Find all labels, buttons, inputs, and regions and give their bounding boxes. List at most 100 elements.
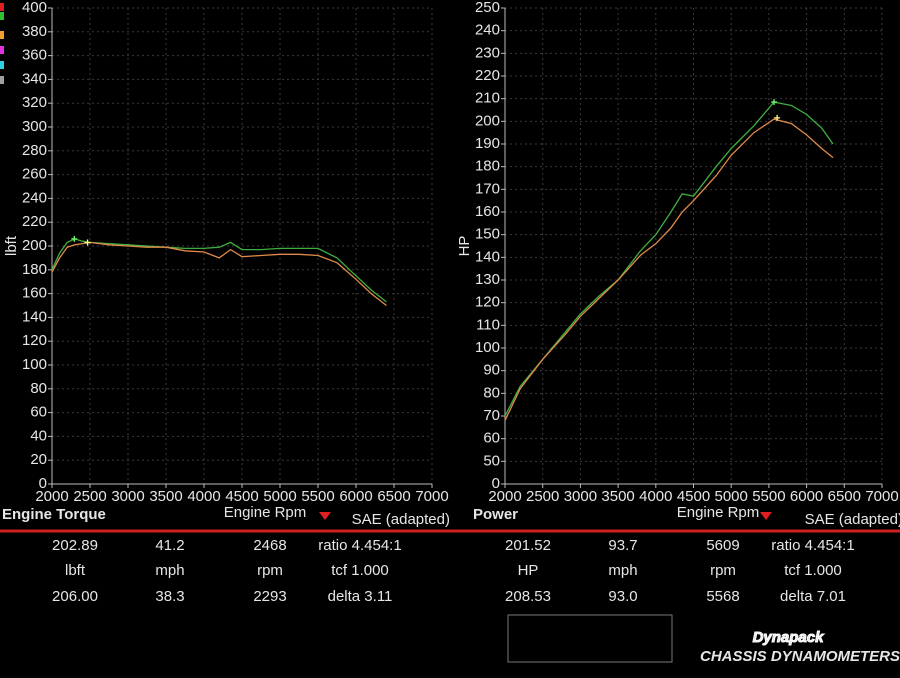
x-tick-label: 2000: [488, 488, 521, 505]
x-tick-label: 3500: [601, 488, 634, 505]
y-tick-label: 50: [483, 452, 500, 469]
y-tick-label: 110: [476, 316, 500, 333]
readout: delta 3.11: [328, 588, 393, 605]
correction-note: SAE (adapted): [805, 511, 900, 528]
peak-marker: [771, 98, 778, 105]
y-tick-label: 0: [39, 475, 47, 492]
readout: 5568: [706, 588, 739, 605]
x-tick-label: 5000: [263, 488, 296, 505]
y-tick-label: 140: [475, 248, 500, 265]
readout: 41.2: [155, 537, 184, 554]
readout: 201.52: [505, 537, 551, 554]
peak-marker: [84, 239, 91, 246]
y-tick-label: 170: [475, 180, 500, 197]
y-tick-label: 70: [483, 407, 500, 424]
run-swatches: [0, 3, 4, 84]
y-tick-label: 240: [22, 189, 47, 206]
readout: mph: [155, 562, 184, 579]
y-axis-label: HP: [456, 236, 473, 257]
content: 0 20 40 60 80 100 120 140 160 180 200 220 240 260 280 3…: [2, 0, 900, 665]
readout: mph: [608, 562, 637, 579]
readout: HP: [518, 562, 539, 579]
y-tick-label: 90: [483, 362, 500, 379]
y-tick-label: 240: [475, 22, 500, 39]
x-tick-label: 5500: [752, 488, 785, 505]
y-tick-label: 120: [475, 294, 500, 311]
x-tick-label: 2500: [73, 488, 106, 505]
x-tick-label: 4000: [187, 488, 220, 505]
chart-title: Power: [473, 506, 518, 523]
y-tick-label: 360: [22, 47, 47, 64]
x-tick-label: 3000: [111, 488, 144, 505]
y-tick-label: 230: [475, 44, 500, 61]
dropdown-arrow[interactable]: [760, 512, 772, 520]
y-tick-label: 320: [22, 94, 47, 111]
x-tick-label: 3000: [564, 488, 597, 505]
readout: ratio 4.454:1: [771, 537, 854, 554]
x-tick-label: 2000: [35, 488, 68, 505]
y-tick-label: 100: [475, 339, 500, 356]
y-tick-label: 200: [22, 237, 47, 254]
x-tick-label: 6500: [828, 488, 861, 505]
readout: tcf 1.000: [331, 562, 389, 579]
readout: 93.7: [608, 537, 637, 554]
readout: rpm: [710, 562, 736, 579]
x-tick-label: 6000: [790, 488, 823, 505]
y-tick-label: 400: [22, 0, 47, 16]
readout: 202.89: [52, 537, 98, 554]
peak-marker: [774, 114, 781, 121]
y-tick-label: 220: [475, 67, 500, 84]
x-tick-label: 4500: [225, 488, 258, 505]
y-tick-label: 60: [483, 430, 500, 447]
y-tick-label: 100: [22, 356, 47, 373]
y-tick-label: 210: [475, 90, 500, 107]
series-line: [504, 118, 834, 421]
y-tick-label: 130: [475, 271, 500, 288]
x-axis-label: Engine Rpm: [677, 504, 760, 521]
y-tick-label: 0: [492, 475, 500, 492]
readout: 38.3: [155, 588, 184, 605]
y-tick-label: 190: [475, 135, 500, 152]
peak-marker: [71, 235, 78, 242]
readout: 5609: [706, 537, 739, 554]
y-tick-label: 20: [30, 451, 47, 468]
readout: tcf 1.000: [784, 562, 842, 579]
readout: 2468: [253, 537, 286, 554]
x-tick-label: 7000: [865, 488, 898, 505]
y-tick-label: 260: [22, 166, 47, 183]
readout: rpm: [257, 562, 283, 579]
y-tick-label: 250: [475, 0, 500, 16]
y-tick-label: 80: [483, 384, 500, 401]
readout: 208.53: [505, 588, 551, 605]
readout: 2293: [253, 588, 286, 605]
x-tick-label: 6500: [377, 488, 410, 505]
y-axis-label: lbft: [3, 235, 20, 256]
x-tick-label: 2500: [526, 488, 559, 505]
readout: 93.0: [608, 588, 637, 605]
y-tick-label: 40: [30, 427, 47, 444]
y-tick-label: 140: [22, 308, 47, 325]
readout: lbft: [65, 562, 86, 579]
y-tick-label: 150: [475, 226, 500, 243]
x-tick-label: 6000: [339, 488, 372, 505]
logo-tagline: CHASSIS DYNAMOMETERS: [700, 648, 900, 665]
readout: delta 7.01: [780, 588, 846, 605]
x-axis-label: Engine Rpm: [224, 504, 307, 521]
series-line: [51, 241, 387, 307]
y-tick-label: 60: [30, 404, 47, 421]
y-tick-label: 340: [22, 70, 47, 87]
dropdown-arrow[interactable]: [319, 512, 331, 520]
y-tick-label: 380: [22, 23, 47, 40]
y-tick-label: 180: [475, 158, 500, 175]
y-tick-label: 160: [475, 203, 500, 220]
series-line: [504, 101, 834, 417]
y-tick-label: 180: [22, 261, 47, 278]
y-tick-label: 300: [22, 118, 47, 135]
x-tick-label: 4500: [677, 488, 710, 505]
y-tick-label: 160: [22, 285, 47, 302]
readout: ratio 4.454:1: [318, 537, 401, 554]
y-tick-label: 280: [22, 142, 47, 159]
logo-name: Dynapack: [753, 629, 825, 646]
